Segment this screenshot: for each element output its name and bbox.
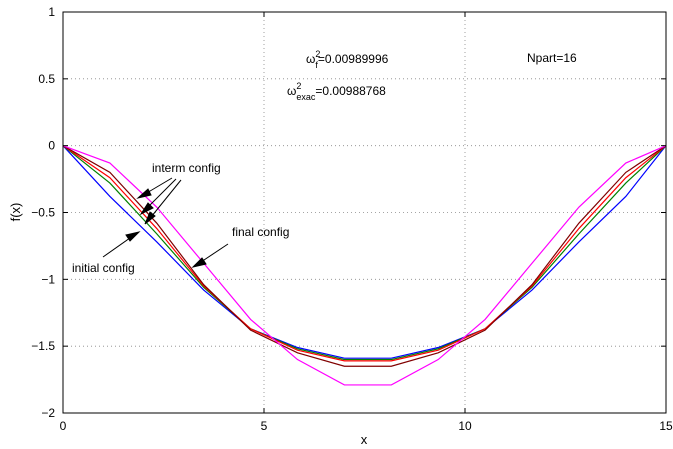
tick-labels: 0 5 10 15 1 0.5 0 −0.5 −1 −1.5 −2 xyxy=(31,5,673,433)
interm-config-annotation: interm config xyxy=(152,161,221,175)
x-axis-label: x xyxy=(361,432,368,447)
y-tick-label: −0.5 xyxy=(31,206,55,220)
y-tick-label: −1 xyxy=(41,272,55,286)
x-tick-label: 10 xyxy=(458,419,472,433)
series-group xyxy=(62,145,667,386)
omega-f-value: =0.00989996 xyxy=(318,52,389,66)
y-tick-label: −1.5 xyxy=(31,339,55,353)
ticks xyxy=(62,11,667,414)
npart-annotation: Npart=16 xyxy=(527,51,577,65)
x-tick-label: 15 xyxy=(659,419,673,433)
final-config-annotation: final config xyxy=(232,225,289,239)
series-line-4 xyxy=(62,145,667,386)
y-tick-label: 0.5 xyxy=(38,72,55,86)
x-tick-label: 5 xyxy=(261,419,268,433)
omega-exac-value: =0.00988768 xyxy=(315,84,386,98)
interm-arrowhead-2 xyxy=(139,202,154,216)
y-tick-label: −2 xyxy=(41,406,55,420)
y-axis-label: f(x) xyxy=(8,203,23,222)
omega-exac-base: ω xyxy=(287,84,296,98)
omega-exac-annotation: ω2 exac=0.00988768 xyxy=(287,81,386,102)
series-line-1 xyxy=(62,145,667,361)
interm-arrowhead-3 xyxy=(144,211,156,225)
annotation-arrows xyxy=(102,177,229,268)
initial-config-annotation: initial config xyxy=(72,261,135,275)
series-line-3 xyxy=(62,145,667,367)
series-line-2 xyxy=(62,145,667,362)
omega-f-sub: f xyxy=(315,60,318,70)
interm-arrowhead-1 xyxy=(136,188,152,199)
y-tick-label: 1 xyxy=(48,5,55,19)
final-config-arrowhead xyxy=(191,257,207,268)
omega-exac-sub: exac xyxy=(296,92,316,102)
initial-config-arrowhead xyxy=(125,231,141,242)
omega-f-annotation: ω2 f=0.00989996 xyxy=(306,49,389,70)
y-tick-label: 0 xyxy=(48,139,55,153)
series-line-0 xyxy=(62,145,667,359)
omega-f-base: ω xyxy=(306,52,315,66)
omega-exac-sup: 2 xyxy=(296,81,301,91)
omega-f-sup: 2 xyxy=(315,49,320,59)
x-tick-label: 0 xyxy=(60,419,67,433)
